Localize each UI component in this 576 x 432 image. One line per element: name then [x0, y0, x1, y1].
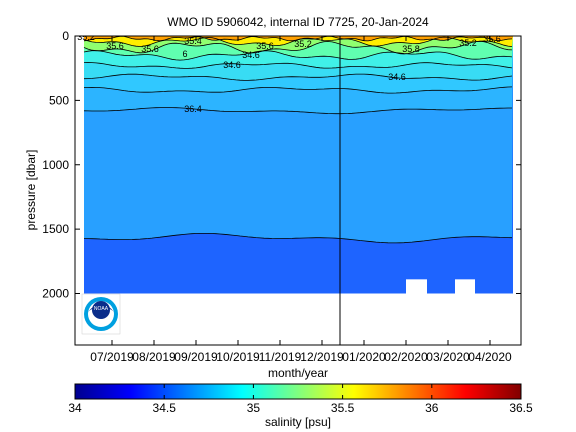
- x-tick-label: 08/2019: [132, 350, 176, 364]
- colorbar-gradient: [74, 383, 522, 400]
- contour-label: 6: [182, 49, 187, 59]
- y-axis: 0 500 1000 1500 2000: [42, 29, 521, 301]
- colorbar-tick-label: 34: [68, 401, 82, 415]
- contour-label: 35.8: [402, 44, 420, 54]
- y-tick-label: 0: [62, 29, 69, 43]
- x-tick-label: 09/2019: [174, 350, 218, 364]
- colorbar-label: salinity [psu]: [265, 415, 331, 429]
- y-tick-label: 500: [49, 93, 69, 107]
- contour-label: 35.4: [184, 36, 202, 46]
- contour-line-3: [83, 50, 513, 61]
- contour-label: 35.2: [459, 38, 477, 48]
- y-tick-label: 1000: [42, 158, 69, 172]
- x-axis-label: month/year: [268, 366, 328, 380]
- colorbar-tick-label: 35: [247, 401, 261, 415]
- contour-label: 36.4: [184, 104, 202, 114]
- x-tick-label: 02/2020: [384, 350, 428, 364]
- colorbar: 34 34.5 35 35.5 36 36.5 salinity [psu]: [68, 383, 533, 429]
- colorbar-ticks: 34 34.5 35 35.5 36 36.5: [68, 384, 533, 415]
- contour-line-4: [83, 62, 513, 69]
- contour-line-7: [83, 107, 512, 115]
- plot-frame: [74, 35, 522, 346]
- colorbar-tick-label: 36.5: [509, 401, 533, 415]
- contour-line-1: [83, 36, 513, 47]
- data-gap-1: [406, 279, 427, 294]
- y-tick-label: 1500: [42, 222, 69, 236]
- salinity-layers: [84, 36, 513, 294]
- contour-line-6: [83, 86, 513, 94]
- y-tick-label: 2000: [42, 287, 69, 301]
- x-tick-label: 10/2019: [216, 350, 260, 364]
- chart-title: WMO ID 5906042, internal ID 7725, 20-Jan…: [167, 15, 429, 29]
- contour-label: 35.6: [256, 41, 274, 51]
- data-gap-2: [455, 279, 475, 294]
- contour-line-5: [83, 73, 513, 81]
- x-tick-label: 01/2020: [342, 350, 386, 364]
- contour-lines: [83, 36, 513, 244]
- colorbar-tick-label: 36: [425, 401, 439, 415]
- y-axis-label: pressure [dbar]: [24, 150, 38, 231]
- contour-label: 35.6: [106, 41, 124, 51]
- x-tick-label: 07/2019: [90, 350, 134, 364]
- contour-label: 35.2: [77, 32, 95, 42]
- colorbar-tick-label: 35.5: [331, 401, 355, 415]
- x-tick-label: 03/2020: [426, 350, 470, 364]
- contour-label: 35.2: [294, 39, 312, 49]
- noaa-logo-text: NOAA: [94, 306, 109, 312]
- x-tick-label: 11/2019: [259, 350, 302, 364]
- contour-label: 34.6: [388, 72, 406, 82]
- contour-label: 35.6: [483, 34, 501, 44]
- contour-labels: 35.235.6 35.635.4 35.6 35.26 34.634.634.636.…: [77, 32, 501, 114]
- contour-line-2: [83, 40, 513, 55]
- contour-label: 34.6: [223, 60, 241, 70]
- noaa-logo: NOAA: [81, 293, 121, 335]
- x-tick-label: 12/2019: [300, 350, 344, 364]
- colorbar-tick-label: 34.5: [153, 401, 177, 415]
- contour-label: 35.6: [141, 44, 159, 54]
- contour-line-8: [84, 233, 513, 244]
- contour-label: 34.6: [242, 50, 260, 60]
- x-tick-label: 04/2020: [468, 350, 512, 364]
- plot-area: 35.235.6 35.635.4 35.6 35.26 34.634.634.636.…: [75, 32, 521, 345]
